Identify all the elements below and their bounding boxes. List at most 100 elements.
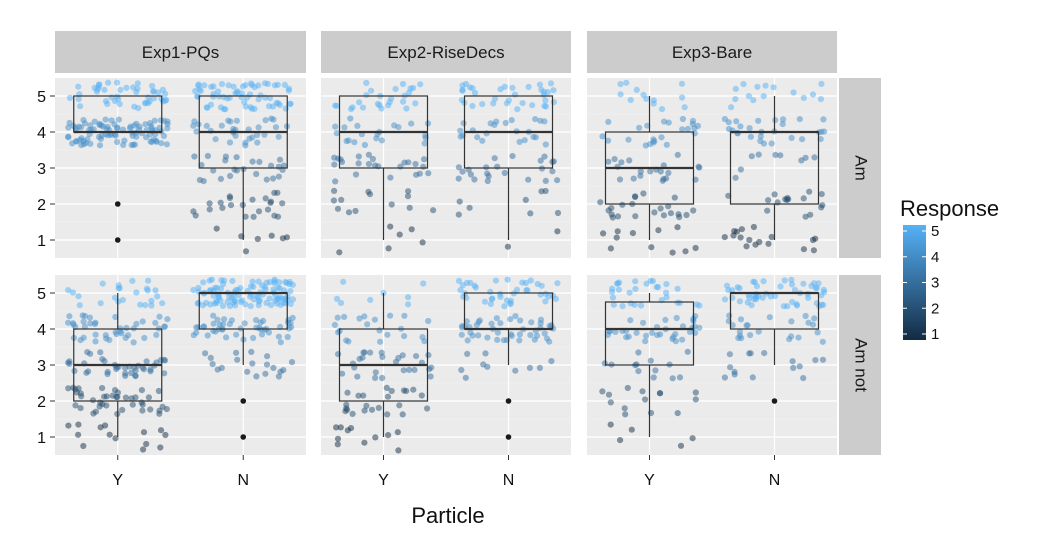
column-strip-label: Exp1-PQs bbox=[142, 43, 219, 62]
data-point bbox=[69, 289, 76, 296]
data-point bbox=[817, 136, 824, 143]
data-point bbox=[251, 105, 258, 112]
data-point bbox=[364, 321, 371, 328]
data-point bbox=[640, 91, 647, 98]
data-point bbox=[130, 325, 137, 332]
data-point bbox=[254, 131, 261, 138]
data-point bbox=[654, 332, 661, 339]
data-point bbox=[211, 300, 218, 307]
y-tick-label: 4 bbox=[37, 322, 46, 339]
data-point bbox=[233, 117, 240, 124]
data-point bbox=[517, 317, 524, 324]
data-point bbox=[457, 287, 464, 294]
data-point bbox=[527, 332, 534, 339]
data-point bbox=[87, 122, 94, 129]
data-point bbox=[244, 94, 251, 101]
data-point bbox=[691, 130, 698, 137]
data-point bbox=[425, 352, 432, 359]
data-point bbox=[765, 240, 772, 247]
data-point bbox=[337, 156, 344, 163]
data-point bbox=[80, 442, 87, 450]
data-point bbox=[605, 137, 612, 144]
data-point bbox=[463, 279, 471, 286]
data-point bbox=[263, 361, 271, 368]
data-point bbox=[692, 389, 699, 396]
data-point bbox=[802, 154, 809, 161]
data-point bbox=[617, 91, 624, 98]
data-point bbox=[333, 102, 340, 109]
data-point bbox=[605, 118, 612, 125]
data-point bbox=[219, 302, 226, 309]
data-point bbox=[149, 82, 156, 90]
data-point bbox=[679, 126, 686, 133]
data-point bbox=[736, 328, 744, 335]
data-point bbox=[241, 99, 248, 106]
data-point bbox=[537, 157, 544, 164]
data-point bbox=[225, 82, 232, 89]
data-point bbox=[77, 103, 84, 110]
data-point bbox=[164, 316, 171, 323]
data-point bbox=[356, 315, 363, 322]
data-point bbox=[276, 156, 284, 163]
data-point bbox=[789, 358, 796, 365]
data-point bbox=[458, 331, 465, 338]
data-point bbox=[619, 201, 626, 208]
data-point bbox=[262, 117, 269, 124]
data-point bbox=[459, 168, 466, 175]
data-point bbox=[630, 175, 637, 182]
data-point bbox=[800, 280, 807, 287]
data-point bbox=[799, 136, 806, 143]
data-point bbox=[750, 296, 758, 303]
data-point bbox=[650, 100, 657, 107]
data-point bbox=[341, 313, 348, 320]
data-point bbox=[650, 136, 657, 143]
data-point bbox=[275, 333, 282, 340]
data-point bbox=[131, 103, 138, 110]
data-point bbox=[464, 350, 471, 357]
data-point bbox=[607, 421, 614, 428]
data-point bbox=[819, 202, 826, 209]
data-point bbox=[428, 364, 435, 371]
data-point bbox=[648, 329, 656, 336]
data-point bbox=[157, 444, 164, 451]
data-point bbox=[160, 356, 168, 363]
data-point bbox=[359, 104, 367, 111]
data-point bbox=[532, 134, 539, 141]
data-point bbox=[197, 88, 204, 95]
data-point bbox=[270, 364, 277, 371]
data-point bbox=[403, 387, 410, 395]
data-point bbox=[112, 132, 119, 139]
data-point bbox=[144, 287, 151, 294]
data-point bbox=[255, 278, 262, 285]
data-point bbox=[132, 372, 139, 379]
data-point bbox=[410, 386, 417, 393]
data-point bbox=[647, 357, 654, 364]
data-point bbox=[471, 89, 479, 97]
data-point bbox=[554, 177, 561, 184]
data-point bbox=[418, 392, 425, 399]
data-point bbox=[502, 119, 509, 127]
data-point bbox=[113, 331, 120, 338]
data-point bbox=[162, 97, 169, 104]
data-point bbox=[430, 207, 437, 214]
data-point bbox=[411, 366, 418, 373]
data-point bbox=[753, 283, 761, 290]
data-point bbox=[73, 389, 80, 396]
data-point bbox=[344, 406, 351, 413]
data-point bbox=[475, 332, 482, 339]
data-point bbox=[387, 223, 394, 230]
data-point bbox=[748, 153, 755, 160]
data-point bbox=[214, 366, 221, 373]
data-point bbox=[808, 282, 815, 289]
jitter-points bbox=[190, 276, 296, 380]
data-point bbox=[696, 302, 703, 309]
data-point bbox=[674, 151, 681, 158]
data-point bbox=[617, 437, 624, 444]
data-point bbox=[806, 188, 813, 195]
box-group bbox=[65, 277, 171, 453]
data-point bbox=[233, 89, 241, 96]
data-point bbox=[130, 339, 137, 346]
data-point bbox=[725, 192, 732, 199]
data-point bbox=[206, 200, 213, 207]
data-point bbox=[123, 324, 130, 332]
